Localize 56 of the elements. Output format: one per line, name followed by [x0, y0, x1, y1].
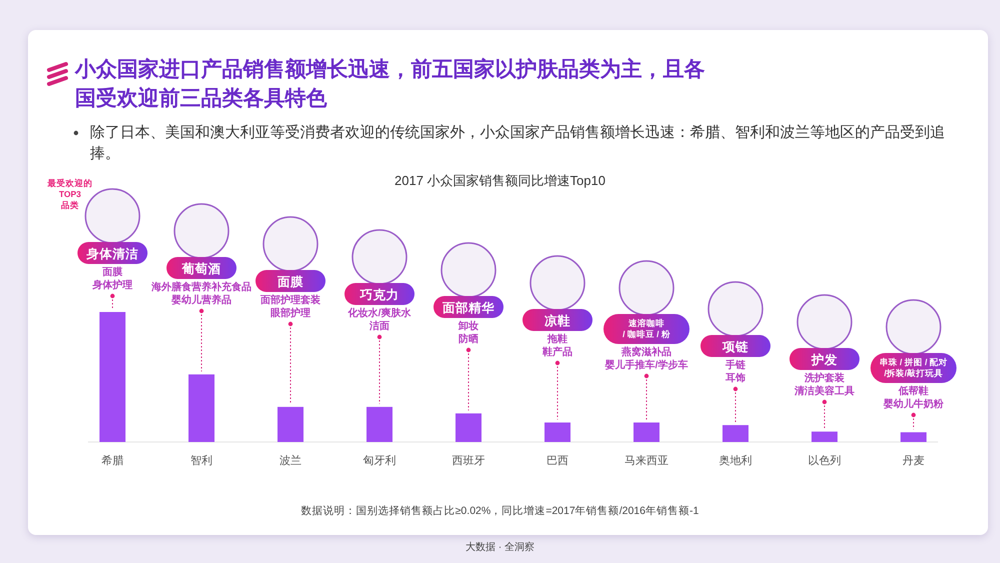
annotation: 拖鞋: [546, 333, 568, 345]
x-tick-label: 希腊: [102, 454, 124, 467]
bar: [722, 425, 748, 442]
annotation: 手链: [724, 359, 746, 371]
annotation: 速溶咖啡/ 咖啡豆 / 粉: [622, 318, 672, 339]
annotation: 清洁美容工具: [794, 385, 854, 397]
annotation: 耳饰: [724, 372, 746, 384]
annotation: 串珠 / 拼图 / 配对/拆装/敲打玩具: [879, 357, 948, 378]
bar: [278, 406, 304, 442]
bar: [456, 413, 482, 442]
x-tick-label: 奥地利: [719, 454, 752, 467]
text: 2017 小众国家销售额同比增速Top10: [394, 173, 606, 188]
x-tick-label: 以色列: [808, 454, 841, 467]
annotation: 卸妆: [458, 320, 478, 332]
annotation: 婴儿手推车/学步车: [604, 359, 688, 371]
annotation: 凉鞋: [544, 313, 570, 328]
bar: [188, 374, 214, 442]
bar: [812, 432, 838, 442]
bar: [366, 406, 392, 442]
chart-title: 小众国家进口产品销售额增长迅速，前五国家以护肤品类为主，且各国受欢迎前三品类各具特色: [75, 56, 706, 112]
text: 葡萄酒: [181, 261, 221, 276]
x-tick-label: 匈牙利: [363, 454, 396, 467]
x-tick-label: 西班牙: [452, 454, 485, 467]
annotation: 低帮鞋: [898, 385, 928, 397]
text: 面部护理套装: [260, 294, 322, 306]
bar: [100, 312, 126, 442]
bar: [544, 422, 570, 442]
bar: [634, 422, 660, 442]
annotation: 项链: [722, 340, 750, 354]
x-tick-label: 丹麦: [902, 454, 924, 467]
x-tick-label: 波兰: [280, 454, 302, 467]
annotation: 护发: [810, 352, 838, 367]
text: 数据说明：国别选择销售额占比≥0.02%，同比增速=2017年销售额/2016年销售额-1: [301, 504, 699, 517]
text: 最受欢迎的TOP3品类: [46, 178, 92, 210]
annotation: 鞋产品: [542, 346, 572, 358]
text: 婴幼儿营养品: [170, 294, 232, 306]
bar: [900, 432, 926, 442]
annotation: 洗护套装: [804, 372, 846, 384]
x-tick-label: 智利: [190, 454, 212, 467]
annotation: 婴幼儿牛奶粉: [882, 398, 944, 410]
text: 面膜: [276, 275, 304, 289]
text: 大数据 · 全洞察: [466, 541, 534, 553]
text: 海外膳食营养补充食品: [150, 281, 252, 293]
annotation: 燕窝滋补品: [620, 346, 672, 358]
x-tick-label: 巴西: [546, 455, 568, 467]
x-tick-label: 马来西亚: [624, 454, 668, 467]
annotation: 眼部护理: [270, 307, 310, 319]
text: 巧克力: [359, 288, 399, 302]
annotation: 化妆水/爽肤水: [347, 307, 412, 319]
chart-subtitle: 除了日本、美国和澳大利亚等受消费者欢迎的传统国家外，小众国家产品销售额增长迅速：希腊、智利和波兰等地区的产品受到追捧。: [90, 123, 946, 164]
text: 身体护理: [92, 279, 132, 291]
annotation: 防晒: [458, 333, 478, 345]
annotation: 面部精华: [442, 300, 496, 315]
text: 身体清洁: [86, 247, 138, 261]
annotation: 洁面: [368, 320, 390, 332]
text: 面膜: [102, 266, 124, 278]
